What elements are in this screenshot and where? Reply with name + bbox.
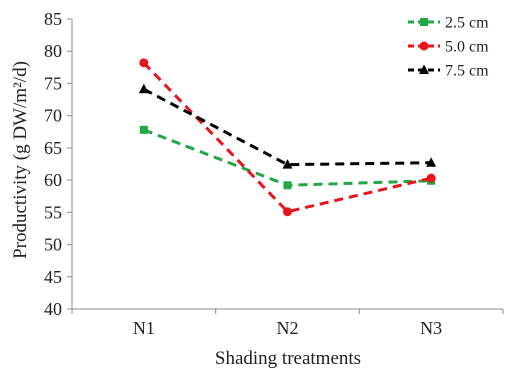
data-point: [283, 181, 292, 190]
y-tick-label: 70: [44, 106, 62, 126]
y-tick-label: 75: [44, 73, 62, 93]
series-2: [139, 58, 436, 217]
data-point: [426, 157, 437, 167]
legend-swatch-marker: [419, 64, 429, 74]
y-tick-label: 45: [44, 267, 62, 287]
series-line: [143, 87, 432, 167]
series-3: [138, 83, 437, 169]
axes: [71, 19, 503, 310]
y-tick-label: 85: [44, 9, 62, 29]
data-point: [426, 173, 436, 183]
series-layer: [138, 58, 437, 217]
data-point: [283, 207, 292, 217]
series-1: [139, 125, 436, 190]
legend-label: 7.5 cm: [445, 63, 489, 80]
legend-item: 5.0 cm: [408, 39, 489, 56]
x-tick-label: N1: [133, 318, 155, 338]
data-point: [139, 125, 148, 134]
series-line: [143, 128, 432, 187]
x-tick-label: N2: [277, 318, 299, 338]
y-tick-label: 60: [44, 170, 62, 190]
series-line: [142, 61, 432, 214]
legend-label: 5.0 cm: [445, 39, 489, 56]
legend-swatch-marker: [419, 41, 429, 51]
y-tick-label: 50: [44, 235, 62, 255]
x-tick-label: N3: [420, 318, 442, 338]
y-tick-label: 80: [44, 41, 62, 61]
y-tick-label: 55: [44, 202, 62, 222]
y-tick-label: 65: [44, 138, 62, 158]
x-axis-ticks: N1 N2 N3: [71, 309, 504, 338]
legend-label: 2.5 cm: [445, 15, 489, 32]
y-axis-ticks: 40 45 50 55 60 65 70 75 80 85: [44, 9, 72, 319]
legend-item: 2.5 cm: [408, 15, 489, 32]
data-point: [282, 159, 293, 169]
legend-swatch-marker: [420, 18, 428, 26]
y-axis-title: Productivity (g DW/m²/d): [10, 61, 31, 259]
x-axis-title: Shading treatments: [215, 348, 361, 369]
data-point: [139, 58, 149, 68]
y-tick-label: 40: [44, 299, 62, 319]
data-point: [138, 83, 149, 94]
legend: 2.5 cm 5.0 cm 7.5 cm: [408, 15, 489, 80]
legend-item: 7.5 cm: [408, 63, 489, 80]
